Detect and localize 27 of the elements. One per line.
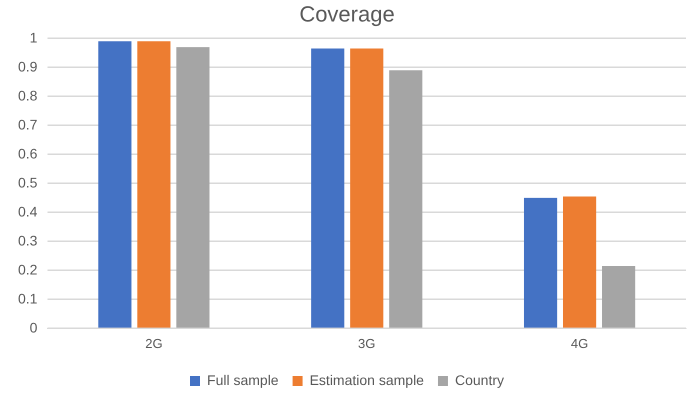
y-tick-label: 1 <box>30 29 38 46</box>
y-tick-label: 0.3 <box>18 232 38 248</box>
y-tick-label: 0.7 <box>18 116 38 132</box>
bar <box>602 266 636 328</box>
bar <box>389 70 422 328</box>
legend-label: Full sample <box>207 372 279 388</box>
bar <box>137 41 170 328</box>
bar <box>562 196 596 328</box>
y-tick-label: 0.8 <box>18 87 38 104</box>
x-tick-label: 3G <box>358 336 376 351</box>
legend-label: Estimation sample <box>310 372 424 388</box>
bar <box>524 198 558 328</box>
bar <box>176 47 210 328</box>
chart-title: Coverage <box>299 1 395 26</box>
bar <box>98 41 132 328</box>
y-tick-label: 0.9 <box>18 58 38 74</box>
y-tick-label: 0.1 <box>18 290 38 306</box>
y-tick-label: 0.5 <box>18 174 38 190</box>
legend-label: Country <box>454 372 504 388</box>
y-tick-label: 0.4 <box>18 203 38 220</box>
bar <box>311 48 344 328</box>
y-tick-label: 0 <box>30 319 38 336</box>
x-tick-label: 4G <box>570 336 588 351</box>
x-tick-label: 2G <box>145 336 163 351</box>
bar <box>350 48 384 328</box>
y-tick-label: 0.2 <box>18 261 38 278</box>
y-tick-label: 0.6 <box>18 145 38 162</box>
